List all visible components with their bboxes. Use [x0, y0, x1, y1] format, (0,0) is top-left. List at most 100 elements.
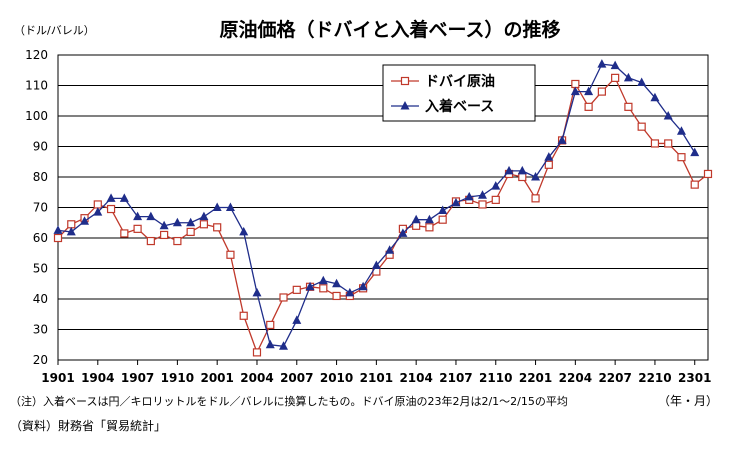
x-tick-label: 2301 [678, 371, 711, 385]
data-point [611, 73, 620, 82]
data-point [332, 291, 341, 301]
data-point [53, 225, 63, 234]
legend-box [382, 64, 536, 122]
data-point [411, 214, 421, 224]
data-point [531, 172, 541, 181]
x-axis-label: （年・月） [658, 394, 718, 408]
x-tick-label: 2210 [638, 371, 671, 385]
data-point [252, 348, 262, 357]
data-point [544, 160, 553, 169]
data-point [664, 139, 673, 148]
data-point [159, 220, 169, 230]
data-point [93, 200, 102, 209]
data-point [318, 275, 328, 285]
x-tick-label: 2010 [320, 371, 353, 385]
data-point [67, 220, 76, 229]
data-point [703, 169, 713, 179]
data-point [597, 59, 607, 68]
data-point [412, 221, 421, 230]
data-point [186, 227, 195, 236]
y-tick-label: 50 [33, 262, 48, 276]
data-point [332, 278, 342, 288]
x-tick-label: 1901 [41, 371, 74, 385]
data-point [400, 76, 410, 86]
y-tick-label: 20 [33, 353, 48, 367]
data-point [292, 315, 302, 324]
data-point [690, 180, 699, 189]
data-point [424, 214, 434, 224]
legend-label: ドバイ原油 [425, 73, 495, 90]
data-point [518, 172, 527, 182]
data-point [504, 165, 514, 175]
data-point [213, 223, 222, 232]
data-point [385, 245, 395, 254]
x-tick-label: 2207 [598, 371, 631, 385]
data-point [358, 281, 368, 291]
x-tick-label: 2201 [519, 371, 552, 385]
data-point [650, 139, 660, 148]
data-point [133, 224, 142, 233]
data-point [571, 79, 580, 89]
data-point [199, 211, 209, 221]
data-point [120, 229, 129, 238]
data-point [637, 77, 647, 86]
y-tick-label: 80 [33, 170, 48, 184]
y-axis-label: （ドル/バレル） [14, 24, 95, 37]
data-point [624, 102, 633, 111]
data-point [252, 287, 262, 297]
data-point [438, 205, 448, 215]
data-point [584, 86, 594, 96]
series-import [53, 59, 700, 350]
data-point [146, 236, 155, 246]
data-point [477, 190, 487, 199]
data-point [226, 250, 235, 259]
data-point [186, 217, 196, 227]
data-point [663, 111, 673, 120]
plot-area [57, 54, 709, 361]
chart-title: 原油価格（ドバイと入着ベース）の推移 [219, 18, 560, 41]
data-point [119, 193, 129, 202]
y-tick-label: 30 [33, 323, 48, 337]
data-point [398, 228, 408, 237]
data-point [212, 202, 222, 211]
x-tick-label: 2001 [200, 371, 233, 385]
data-point [106, 204, 116, 214]
y-tick-label: 100 [25, 109, 48, 123]
data-point [676, 126, 686, 135]
data-point [53, 233, 63, 243]
data-point [557, 135, 567, 144]
data-point [173, 236, 182, 246]
y-tick-label: 40 [33, 292, 48, 306]
series-group [53, 59, 713, 357]
x-tick-label: 1904 [81, 371, 114, 385]
data-point [517, 165, 527, 175]
data-point [279, 341, 289, 350]
data-point [160, 230, 169, 240]
data-point [239, 311, 248, 320]
data-point [584, 102, 593, 111]
data-point [491, 195, 500, 204]
x-tick-label: 2007 [280, 371, 313, 385]
data-point [93, 207, 103, 216]
legend-item: ドバイ原油 [391, 73, 495, 90]
data-point [478, 200, 487, 209]
x-tick-label: 2104 [399, 371, 432, 385]
data-point [265, 339, 275, 349]
data-point [464, 191, 474, 201]
data-point [225, 202, 235, 211]
x-tick-label: 1907 [121, 371, 154, 385]
data-point [570, 86, 580, 96]
y-tick-label: 70 [33, 201, 48, 215]
x-tick-label: 1910 [161, 371, 194, 385]
data-point [305, 281, 315, 291]
data-point [451, 197, 461, 207]
data-point [371, 260, 381, 269]
y-axis-ticks: 20 30 40 50 60 70 80 90 100 110 120 [25, 48, 48, 367]
data-point [531, 194, 540, 203]
data-point [266, 320, 275, 330]
data-point [146, 211, 156, 221]
data-point [66, 226, 76, 236]
